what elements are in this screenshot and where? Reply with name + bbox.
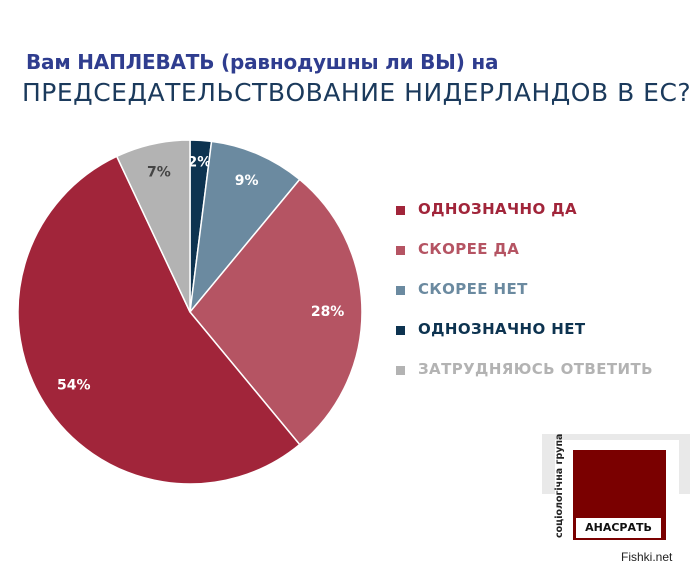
logo-name-box: АНАСРАТЬ: [576, 518, 661, 538]
legend-label: ОДНОЗНАЧНО НЕТ: [418, 320, 586, 338]
pie-slice-label: 7%: [147, 165, 171, 181]
watermark: Fishki.net: [621, 550, 673, 564]
legend-label: СКОРЕЕ ДА: [418, 240, 520, 258]
pie-slice-label: 28%: [311, 304, 345, 320]
pie-slice: [17, 155, 301, 485]
pie-slice-label: 9%: [235, 173, 259, 189]
logo-vertical-text: соціологічна група: [554, 433, 565, 538]
legend-swatch: [396, 326, 405, 335]
legend-label: ЗАТРУДНЯЮСЬ ОТВЕТИТЬ: [418, 360, 653, 378]
pie-slice-label: 2%: [188, 155, 212, 171]
legend-label: СКОРЕЕ НЕТ: [418, 280, 528, 298]
legend-swatch: [396, 246, 405, 255]
chart-title: Вам НАПЛЕВАТЬ (равнодушны ли ВЫ) на: [26, 50, 499, 74]
legend-swatch: [396, 206, 405, 215]
pie-slice-label: 54%: [57, 378, 91, 394]
legend-swatch: [396, 286, 405, 295]
pie-slice: [189, 178, 363, 446]
chart-subtitle: ПРЕДСЕДАТЕЛЬСТВОВАНИЕ НИДЕРЛАНДОВ В ЕС?: [22, 78, 690, 107]
legend-swatch: [396, 366, 405, 375]
pie-slice: [115, 139, 191, 313]
legend-label: ОДНОЗНАЧНО ДА: [418, 200, 578, 218]
pie-slice: [188, 140, 301, 315]
